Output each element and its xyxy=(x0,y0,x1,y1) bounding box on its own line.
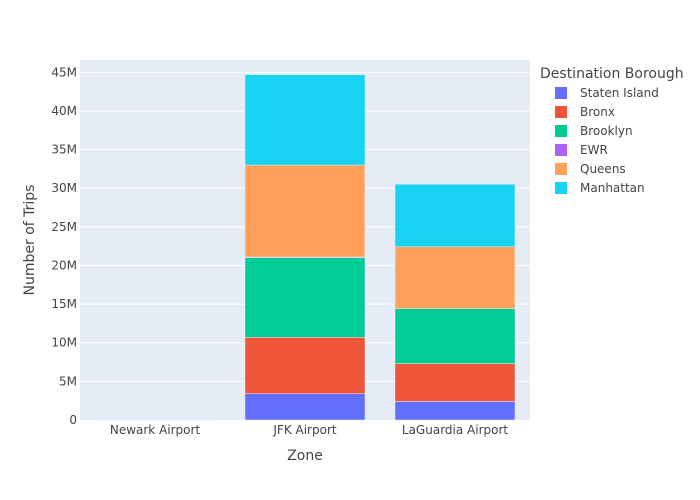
y-tick-label: 25M xyxy=(51,220,77,234)
y-tick-label: 20M xyxy=(51,258,77,272)
x-tick-labels: Newark Airport JFK Airport LaGuardia Airpo… xyxy=(110,423,509,437)
legend-label: EWR xyxy=(580,143,608,157)
bar-segment xyxy=(244,337,366,394)
legend-label: Manhattan xyxy=(580,181,645,195)
legend: Destination Borough Staten Island Bronx Br… xyxy=(540,66,684,195)
legend-swatch xyxy=(555,182,567,194)
y-tick-label: 30M xyxy=(51,181,77,195)
bar-segment xyxy=(244,393,366,421)
legend-label: Queens xyxy=(580,162,626,176)
legend-label: Bronx xyxy=(580,105,615,119)
bar-segment xyxy=(244,257,366,338)
y-tick-label: 35M xyxy=(51,143,77,157)
legend-swatch xyxy=(555,144,567,156)
legend-swatch xyxy=(555,125,567,137)
bar-segment xyxy=(394,183,516,248)
bar-segment xyxy=(394,401,516,421)
y-tick-label: 15M xyxy=(51,297,77,311)
x-tick-label: LaGuardia Airport xyxy=(402,423,509,437)
y-tick-label: 10M xyxy=(51,336,77,350)
y-tick-label: 5M xyxy=(59,374,77,388)
legend-swatch xyxy=(555,106,567,118)
y-tick-label: 40M xyxy=(51,104,77,118)
y-axis-title: Number of Trips xyxy=(22,185,38,296)
x-tick-label: JFK Airport xyxy=(272,423,336,437)
legend-swatch xyxy=(555,163,567,175)
y-tick-label: 45M xyxy=(51,65,77,79)
bar-segment xyxy=(244,164,366,258)
y-tick-labels: 0 5M 10M 15M 20M 25M 30M 35M 40M 45M xyxy=(51,65,77,427)
legend-label: Brooklyn xyxy=(580,124,633,138)
bars xyxy=(94,74,516,421)
bar-segment xyxy=(394,363,516,402)
legend-title: Destination Borough xyxy=(540,66,684,82)
y-tick-label: 0 xyxy=(69,413,77,427)
x-tick-label: Newark Airport xyxy=(110,423,201,437)
x-axis-title: Zone xyxy=(287,448,323,464)
legend-swatch xyxy=(555,87,567,99)
legend-label: Staten Island xyxy=(580,86,659,100)
bar-segment xyxy=(394,308,516,364)
bar-segment xyxy=(244,74,366,166)
bar-segment xyxy=(394,246,516,309)
